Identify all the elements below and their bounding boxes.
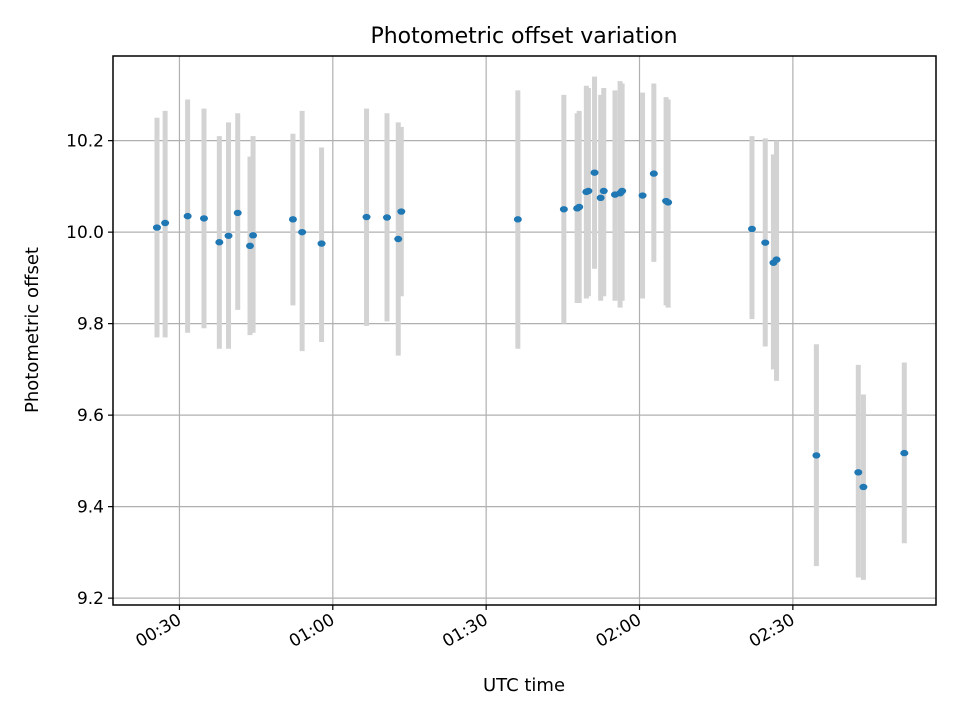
data-point xyxy=(249,232,258,239)
y-tick-label: 9.2 xyxy=(77,589,104,609)
axis-ticks: 00:30 01:00 01:30 02:00 02:30 9.2 9.4 9.6 9.8 10.… xyxy=(66,132,798,652)
x-axis-label: UTC time xyxy=(483,675,565,696)
data-point xyxy=(618,187,627,195)
data-point xyxy=(590,169,599,176)
y-tick-label: 10.0 xyxy=(66,223,104,243)
data-point xyxy=(854,469,863,476)
data-point xyxy=(199,215,208,222)
data-point xyxy=(900,449,909,457)
y-tick-label: 9.6 xyxy=(77,406,104,426)
chart-title: Photometric offset variation xyxy=(370,24,677,49)
data-point xyxy=(233,209,242,217)
data-point xyxy=(317,240,326,247)
data-point xyxy=(382,214,391,221)
data-point xyxy=(772,256,781,263)
data-point xyxy=(649,170,658,177)
data-point xyxy=(812,452,821,459)
x-tick-label: 02:30 xyxy=(746,610,798,652)
x-tick-label: 02:00 xyxy=(593,610,645,652)
data-point xyxy=(394,235,403,243)
data-point xyxy=(161,219,170,227)
data-point xyxy=(559,206,568,213)
data-point xyxy=(298,228,307,236)
data-point xyxy=(397,208,406,215)
y-tick-label: 10.2 xyxy=(66,132,104,152)
y-axis-label: Photometric offset xyxy=(22,247,43,413)
data-point xyxy=(362,213,371,221)
data-point xyxy=(599,187,608,195)
y-tick-label: 9.8 xyxy=(77,315,104,335)
y-tick-label: 9.4 xyxy=(77,498,104,518)
x-tick-label: 01:00 xyxy=(286,610,338,652)
data-point xyxy=(224,232,233,239)
data-point xyxy=(859,483,868,491)
data-point xyxy=(584,187,593,195)
data-point xyxy=(288,216,297,223)
data-point xyxy=(152,224,161,231)
grid-lines xyxy=(113,56,936,605)
error-bars xyxy=(154,76,907,580)
data-point xyxy=(638,192,647,199)
data-point xyxy=(183,212,192,220)
data-point xyxy=(596,194,605,202)
data-point xyxy=(215,239,224,246)
data-point xyxy=(761,239,770,246)
data-point xyxy=(245,242,254,250)
data-points xyxy=(152,169,909,491)
data-point xyxy=(747,225,756,233)
data-point xyxy=(664,199,673,206)
x-tick-label: 00:30 xyxy=(133,610,185,652)
x-tick-label: 01:30 xyxy=(439,610,491,652)
data-point xyxy=(513,216,522,223)
data-point xyxy=(575,203,584,211)
plot-frame xyxy=(112,55,937,606)
